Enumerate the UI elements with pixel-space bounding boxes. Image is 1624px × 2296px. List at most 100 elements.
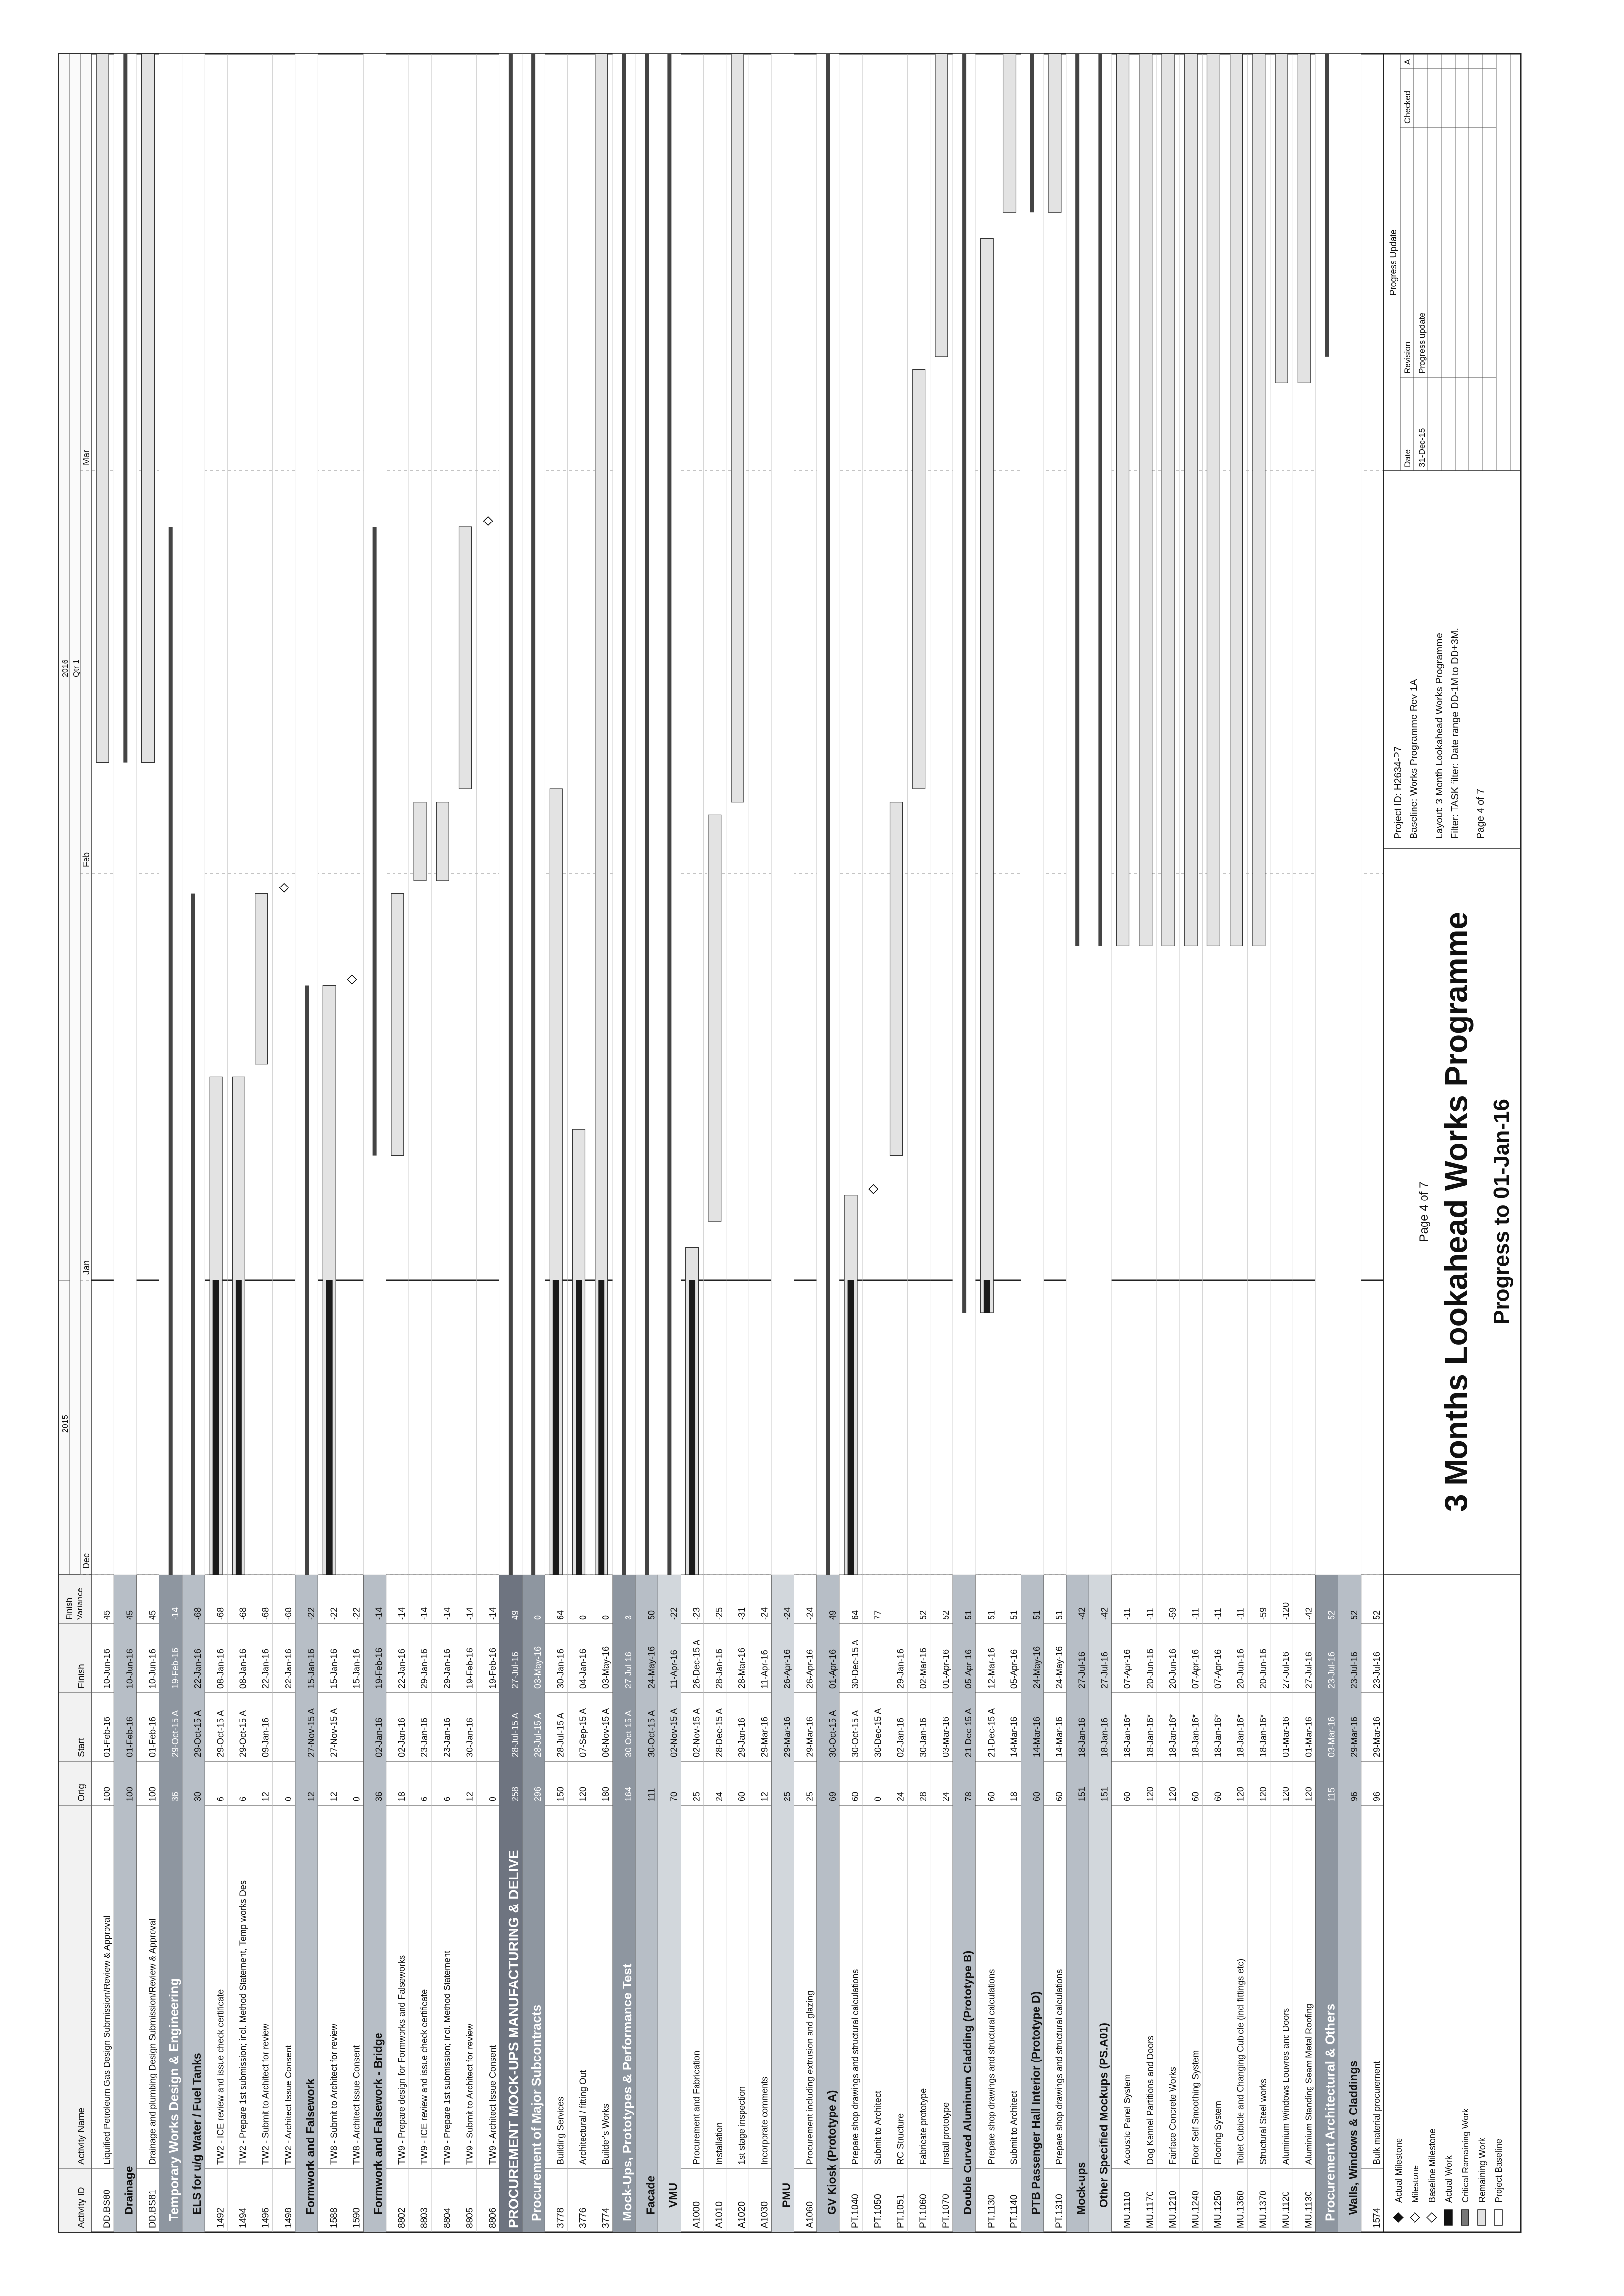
group-start: 27-Nov-15 A <box>306 1708 316 1757</box>
group-orig: 69 <box>828 1792 838 1801</box>
activity-orig: 25 <box>805 1792 815 1801</box>
legend-item: Actual Milestone <box>1394 2138 1404 2203</box>
activity-variance: -14 <box>397 1607 407 1620</box>
activity-start: 18-Jan-16* <box>1145 1714 1155 1757</box>
group-start: 03-Mar-16 <box>1327 1717 1336 1757</box>
activity-start: 30-Jan-16 <box>465 1718 475 1757</box>
activity-id: 1574 <box>1372 2207 1382 2228</box>
activity-name: RC Structure <box>896 2113 906 2165</box>
activity-id: A1030 <box>760 2201 770 2228</box>
activity-orig: 60 <box>1123 1792 1132 1801</box>
activity-start: 30-Jan-16 <box>918 1718 928 1757</box>
activity-name: Installation <box>714 2122 724 2165</box>
document-subtitle: Progress to 01-Jan-16 <box>1490 1099 1514 1325</box>
activity-orig: 60 <box>1190 1792 1200 1801</box>
revision-desc: Progress update <box>1417 313 1427 374</box>
activity-id: 8804 <box>442 2207 452 2228</box>
activity-bar <box>1206 53 1220 946</box>
group-variance: -22 <box>306 1607 316 1620</box>
quarter-label: Qtr 1 <box>72 659 80 677</box>
activity-orig: 60 <box>1054 1792 1064 1801</box>
activity-variance: -68 <box>284 1607 293 1620</box>
group-finish: 03-May-16 <box>533 1646 543 1689</box>
group-variance: -68 <box>193 1607 203 1620</box>
group-name: PROCUREMENT MOCK-UPS MANUFACTURING & DEL… <box>506 1850 521 2228</box>
group-variance: 51 <box>964 1610 973 1620</box>
activity-id: PT.1040 <box>850 2194 861 2228</box>
activity-id: PT.1310 <box>1054 2194 1065 2228</box>
revision-col-header: Date <box>1403 449 1412 467</box>
activity-orig: 120 <box>1236 1787 1246 1801</box>
summary-bar <box>962 54 967 1313</box>
activity-variance: -68 <box>215 1607 225 1620</box>
activity-finish: 26-Apr-16 <box>805 1649 815 1689</box>
page-label: Page 4 of 7 <box>1417 1182 1431 1242</box>
activity-name: 1st stage inspection <box>737 2087 747 2165</box>
activity-variance: -14 <box>465 1607 475 1620</box>
activity-finish: 29-Jan-16 <box>896 1649 906 1689</box>
activity-bar <box>889 802 903 1156</box>
group-variance: 3 <box>624 1615 633 1620</box>
activity-id: MU.1370 <box>1258 2191 1269 2228</box>
activity-bar <box>708 814 722 1222</box>
group-orig: 258 <box>510 1787 520 1801</box>
activity-finish: 12-Mar-16 <box>986 1648 996 1689</box>
group-finish: 23-Jul-16 <box>1349 1652 1359 1689</box>
activity-start: 18-Jan-16* <box>1258 1714 1268 1757</box>
activity-orig: 6 <box>419 1797 429 1801</box>
activity-variance: 52 <box>918 1610 928 1620</box>
activity-variance: -59 <box>1258 1607 1268 1620</box>
activity-finish: 22-Jan-16 <box>397 1649 407 1689</box>
activity-start: 14-Mar-16 <box>1009 1717 1019 1757</box>
group-finish: 10-Jun-16 <box>125 1649 134 1689</box>
activity-variance: -25 <box>714 1607 724 1620</box>
activity-finish: 30-Jan-16 <box>555 1649 565 1689</box>
group-name: Temporary Works Design & Engineering <box>166 1978 181 2221</box>
activity-orig: 6 <box>215 1797 225 1801</box>
activity-id: 1496 <box>261 2208 271 2228</box>
group-variance: 50 <box>646 1610 656 1620</box>
activity-bar <box>141 53 155 763</box>
activity-variance: -14 <box>488 1607 498 1620</box>
activity-bar <box>458 526 472 789</box>
actual-work-bar <box>326 1280 333 1575</box>
activity-finish: 20-Jun-16 <box>1258 1649 1268 1689</box>
activity-start: 29-Mar-16 <box>805 1717 815 1757</box>
group-start: 18-Jan-16 <box>1077 1718 1087 1757</box>
activity-orig: 120 <box>1145 1787 1155 1801</box>
activity-orig: 6 <box>442 1797 452 1801</box>
activity-finish: 22-Jan-16 <box>284 1649 293 1689</box>
legend-bar-icon <box>1477 2209 1486 2226</box>
activity-start: 30-Oct-15 A <box>850 1710 860 1757</box>
header-start: Start <box>77 1737 87 1757</box>
group-name: Procurement Architectural & Others <box>1323 2004 1337 2221</box>
activity-name: TW9 - Prepare 1st submission; incl. Meth… <box>442 1951 452 2165</box>
activity-name: TW9 - Prepare design for Formworks and F… <box>397 1955 407 2165</box>
activity-start: 18-Jan-16* <box>1190 1714 1200 1757</box>
group-name: VMU <box>666 2183 679 2208</box>
activity-name: Submit to Architect <box>873 2091 883 2165</box>
group-name: Walls, Windows & Claddings <box>1347 2061 1360 2215</box>
activity-variance: -68 <box>261 1607 271 1620</box>
activity-variance: -22 <box>352 1607 362 1620</box>
header-activity_id: Activity ID <box>77 2187 87 2228</box>
activity-name: TW9 - Submit to Architect for review <box>465 2023 475 2165</box>
milestone-diamond <box>279 883 289 893</box>
group-finish: 27-Jul-16 <box>1100 1652 1109 1689</box>
activity-name: TW8 - Architect Issue Consent <box>352 2045 362 2165</box>
group-name: Other Specified Mockups (PS.A01) <box>1097 2023 1110 2208</box>
legend-bar-icon <box>1444 2209 1453 2226</box>
group-finish: 05-Apr-16 <box>964 1649 973 1689</box>
summary-bar <box>1325 53 1329 357</box>
activity-id: 1492 <box>215 2208 226 2228</box>
activity-start: 03-Mar-16 <box>941 1717 951 1757</box>
actual-work-bar <box>847 1280 854 1575</box>
activity-variance: 51 <box>986 1610 996 1620</box>
activity-orig: 100 <box>148 1787 157 1801</box>
activity-start: 23-Jan-16 <box>442 1718 452 1757</box>
project-info-line: Project ID: H2634-P7 <box>1393 746 1404 839</box>
group-variance: 51 <box>1032 1610 1042 1620</box>
legend-item: Project Baseline <box>1494 2139 1504 2203</box>
activity-variance: 51 <box>1054 1610 1064 1620</box>
